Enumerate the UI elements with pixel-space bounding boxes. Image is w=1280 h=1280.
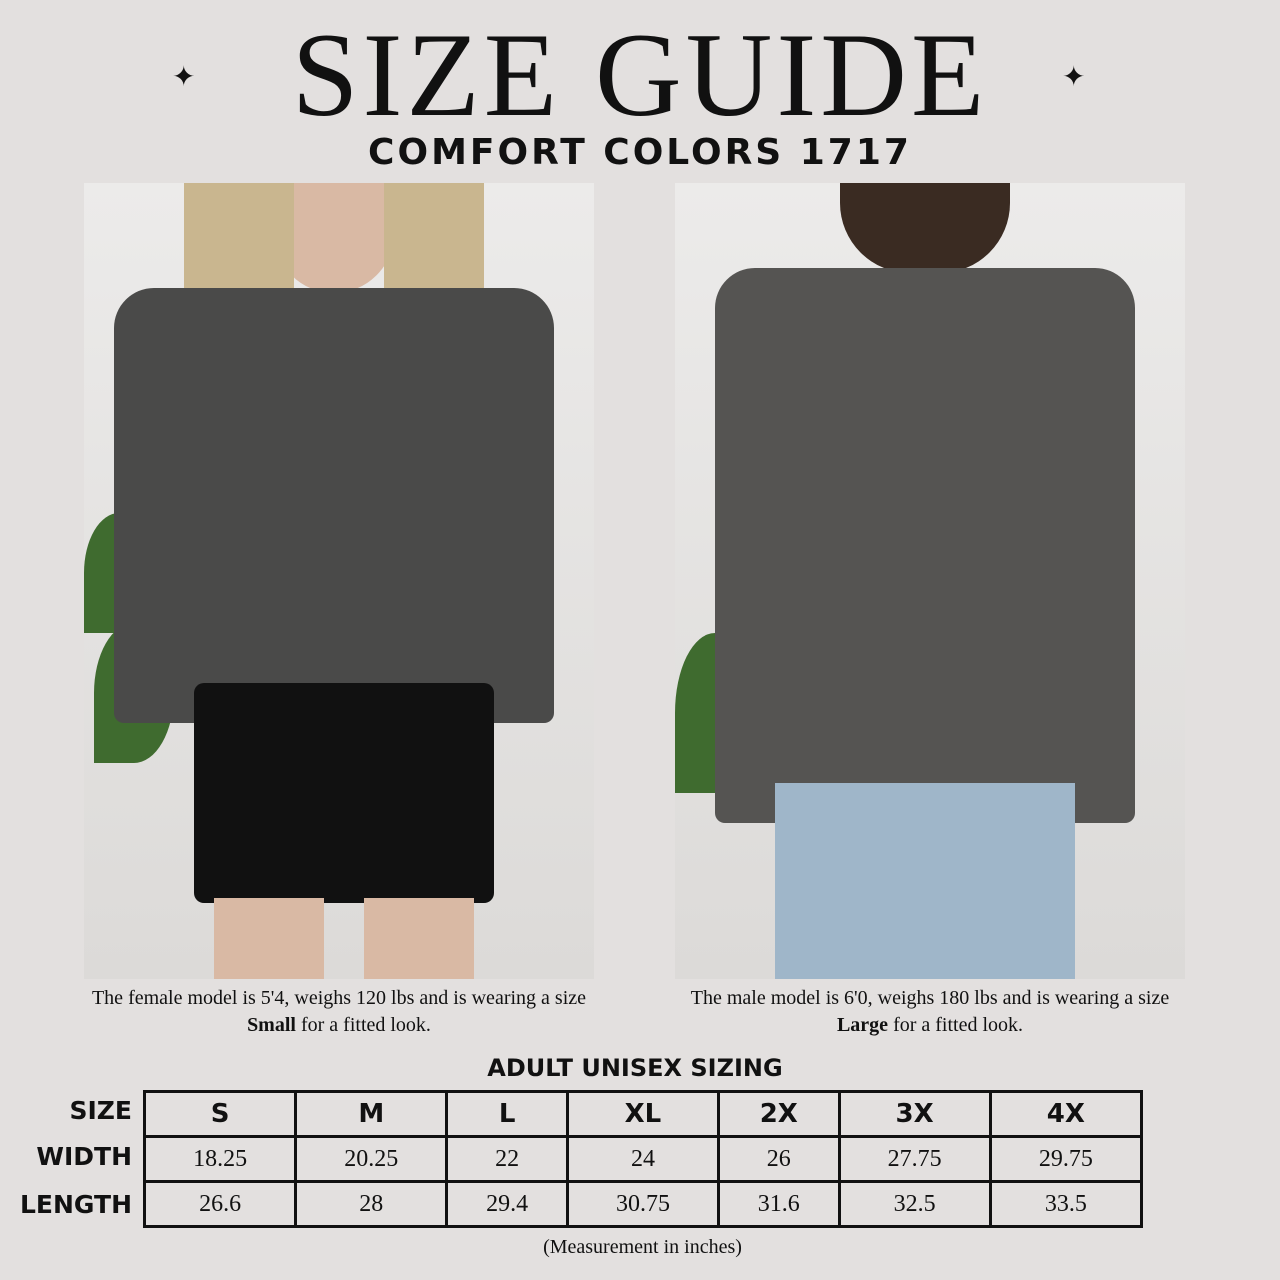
width-cell: 29.75 — [988, 1135, 1144, 1183]
row-label-width: WIDTH — [36, 1142, 132, 1171]
sparkle-icon: ✦ — [1062, 60, 1086, 93]
size-cell: L — [445, 1090, 569, 1138]
measurement-note: (Measurement in inches) — [543, 1236, 742, 1258]
length-cell: 29.4 — [445, 1180, 569, 1228]
width-cell: 24 — [565, 1135, 721, 1183]
length-cell: 26.6 — [142, 1180, 298, 1228]
length-cell: 28 — [294, 1180, 449, 1228]
row-label-length: LENGTH — [20, 1190, 132, 1219]
width-cell: 20.25 — [294, 1135, 449, 1183]
page-title: SIZE GUIDE — [291, 8, 989, 141]
sparkle-icon: ✦ — [172, 60, 196, 93]
male-model-photo — [675, 183, 1185, 979]
width-row: 18.25 20.25 22 24 26 27.75 29.75 — [142, 1135, 1144, 1183]
page-subtitle: COMFORT COLORS 1717 — [368, 132, 912, 173]
size-cell: XL — [565, 1090, 721, 1138]
length-cell: 33.5 — [988, 1180, 1144, 1228]
size-cell: 3X — [837, 1090, 992, 1138]
size-cell: M — [294, 1090, 449, 1138]
length-cell: 31.6 — [717, 1180, 841, 1228]
length-row: 26.6 28 29.4 30.75 31.6 32.5 33.5 — [142, 1180, 1144, 1228]
width-cell: 26 — [717, 1135, 841, 1183]
width-cell: 18.25 — [142, 1135, 298, 1183]
width-cell: 22 — [445, 1135, 569, 1183]
table-title: ADULT UNISEX SIZING — [487, 1054, 783, 1082]
row-label-size: SIZE — [69, 1096, 132, 1125]
size-cell: 2X — [717, 1090, 841, 1138]
size-cell: 4X — [988, 1090, 1144, 1138]
size-table: S M L XL 2X 3X 4X 18.25 20.25 22 24 26 2… — [142, 1090, 1144, 1228]
length-cell: 32.5 — [837, 1180, 992, 1228]
width-cell: 27.75 — [837, 1135, 992, 1183]
female-model-caption: The female model is 5'4, weighs 120 lbs … — [91, 987, 587, 1036]
size-row: S M L XL 2X 3X 4X — [142, 1090, 1144, 1138]
size-cell: S — [142, 1090, 298, 1138]
male-model-caption: The male model is 6'0, weighs 180 lbs an… — [690, 987, 1170, 1036]
length-cell: 30.75 — [565, 1180, 721, 1228]
female-model-photo — [84, 183, 594, 979]
